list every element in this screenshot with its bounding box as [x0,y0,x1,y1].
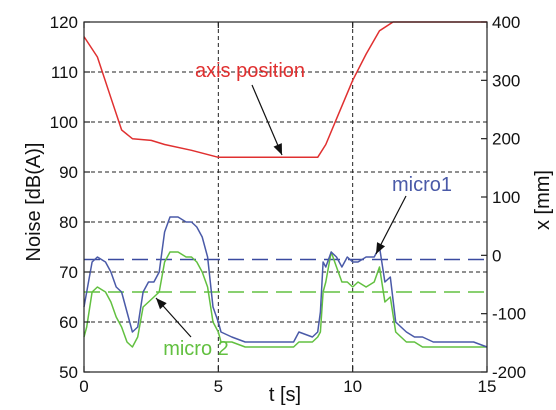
annotation-micro2: micro 2 [163,338,229,360]
y2-tick-label: 100 [492,188,520,207]
tick-group: 0 5 10 15 50 60 70 80 90 100 110 120 -200 -100 0 100 200… [50,13,526,396]
y-axis-title: Noise [dB(A)] [23,143,45,262]
y2-axis-title: x [mm] [532,170,554,230]
arrow-axis-position [251,84,283,156]
y2-tick-label: 400 [492,13,520,32]
annotation-micro1: micro1 [392,174,452,196]
reference-lines [84,258,487,293]
x-tick-label: 10 [343,377,362,396]
series-line-micro1 [83,216,488,348]
y-tick-label: 80 [59,213,78,232]
x-tick-label: 0 [79,377,88,396]
arrow-micro2-head [156,298,167,310]
y-tick-label: 100 [50,113,78,132]
y-tick-label: 60 [59,313,78,332]
y-tick-label: 50 [59,363,78,382]
x-tick-label: 15 [478,377,497,396]
y2-tick-label: -200 [492,363,526,382]
y-tick-label: 90 [59,163,78,182]
y-tick-label: 110 [51,63,78,82]
y-tick-label: 120 [50,13,78,32]
arrow-micro1-head [376,242,386,254]
y2-tick-label: 200 [492,130,520,149]
y-tick-label: 70 [59,263,78,282]
annotation-arrows [155,84,407,338]
series-line-micro2 [83,251,487,348]
x-axis-title: t [s] [269,384,301,406]
y2-tick-label: 300 [492,71,520,90]
y2-tick-label: 0 [492,246,501,265]
annotation-axis-position: axis position [195,60,305,82]
arrow-axis-position-head [273,143,282,155]
x-tick-label: 5 [214,377,223,396]
y2-tick-label: -100 [492,305,526,324]
